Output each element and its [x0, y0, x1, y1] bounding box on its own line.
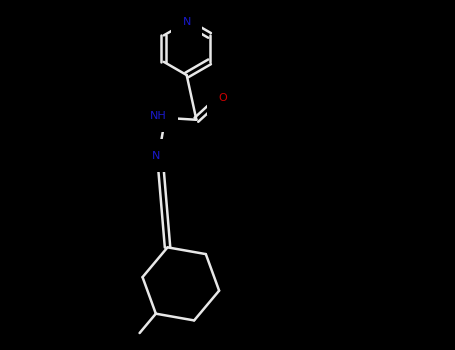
Text: N: N: [152, 150, 161, 161]
Text: N: N: [182, 17, 191, 27]
Text: O: O: [218, 93, 227, 103]
Text: NH: NH: [150, 111, 167, 121]
